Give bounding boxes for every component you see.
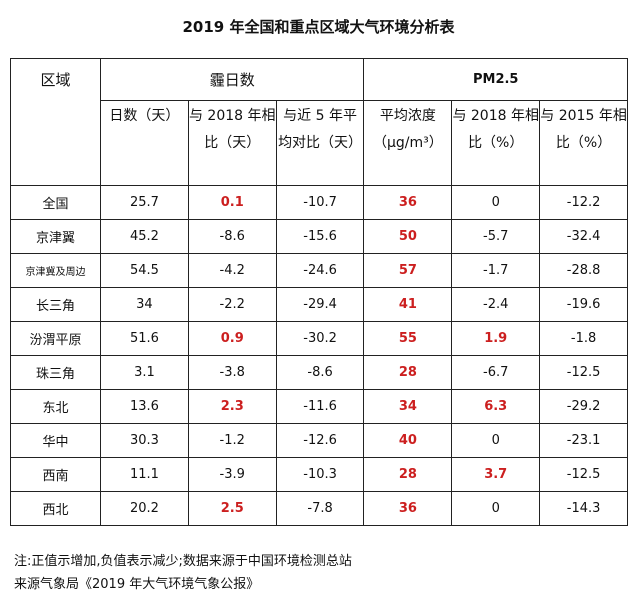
- region-cell: 汾渭平原: [10, 321, 101, 356]
- notes: 注:正值示增加,负值表示减少;数据来源于中国环境检测总站 来源气象局《2019 …: [14, 550, 352, 596]
- value-cell: -1.7: [451, 253, 541, 288]
- table-row: 珠三角 3.1 -3.8 -8.6 28 -6.7 -12.5: [10, 355, 628, 390]
- table-row: 东北 13.6 2.3 -11.6 34 6.3 -29.2: [10, 389, 628, 424]
- value-cell: -32.4: [539, 219, 628, 254]
- value-cell: -8.6: [187, 219, 277, 254]
- region-cell: 西北: [10, 491, 101, 526]
- value-cell: 28: [363, 457, 453, 492]
- value-cell: 55: [363, 321, 453, 356]
- value-cell: -3.8: [187, 355, 277, 390]
- header-row: 区域 霾日数 PM2.5: [10, 58, 628, 186]
- region-cell: 珠三角: [10, 355, 101, 390]
- region-cell: 长三角: [10, 287, 101, 322]
- value-cell: 0: [451, 185, 541, 220]
- value-cell: -28.8: [539, 253, 628, 288]
- value-cell: 36: [363, 491, 453, 526]
- environment-table: 区域 霾日数 PM2.5 日数（天）与 2018 年相比（天） 与近 5 年平均对…: [10, 58, 628, 526]
- subheader-cell: 与 2015 年相比（%）: [539, 100, 628, 186]
- region-cell: 西南: [10, 457, 101, 492]
- region-cell: 京津冀及周边: [10, 253, 101, 288]
- value-cell: -29.2: [539, 389, 628, 424]
- source-line: 来源气象局《2019 年大气环境气象公报》: [14, 577, 260, 592]
- value-cell: 41: [363, 287, 453, 322]
- value-cell: -12.5: [539, 355, 628, 390]
- value-cell: 1.9: [451, 321, 541, 356]
- subheader-cell: 与 2018 年相比（天）: [187, 100, 277, 186]
- value-cell: -12.6: [275, 423, 365, 458]
- table-row: 全国 25.7 0.1 -10.7 36 0 -12.2: [10, 185, 628, 220]
- value-cell: 45.2: [100, 219, 189, 254]
- value-cell: 13.6: [100, 389, 189, 424]
- value-cell: -19.6: [539, 287, 628, 322]
- value-cell: -8.6: [275, 355, 365, 390]
- value-cell: 40: [363, 423, 453, 458]
- note-line: 注:正值示增加,负值表示减少;数据来源于中国环境检测总站: [14, 554, 352, 569]
- value-cell: -24.6: [275, 253, 365, 288]
- subheader-row: 日数（天）与 2018 年相比（天） 与近 5 年平均对比（天） 平均浓度（μg/m…: [11, 100, 628, 186]
- value-cell: -4.2: [187, 253, 277, 288]
- value-cell: 0: [451, 491, 541, 526]
- table-row: 汾渭平原 51.6 0.9 -30.2 55 1.9 -1.8: [10, 321, 628, 356]
- value-cell: -7.8: [275, 491, 365, 526]
- table-row: 西南 11.1 -3.9 -10.3 28 3.7 -12.5: [10, 457, 628, 492]
- value-cell: 2.3: [187, 389, 277, 424]
- value-cell: 0.1: [187, 185, 277, 220]
- value-cell: 54.5: [100, 253, 189, 288]
- value-cell: -3.9: [187, 457, 277, 492]
- value-cell: -14.3: [539, 491, 628, 526]
- value-cell: 34: [100, 287, 189, 322]
- value-cell: 51.6: [100, 321, 189, 356]
- value-cell: 30.3: [100, 423, 189, 458]
- value-cell: 28: [363, 355, 453, 390]
- value-cell: -5.7: [451, 219, 541, 254]
- table-title: 2019 年全国和重点区域大气环境分析表: [182, 18, 455, 36]
- value-cell: -10.7: [275, 185, 365, 220]
- region-cell: 京津翼: [10, 219, 101, 254]
- value-cell: 2.5: [187, 491, 277, 526]
- value-cell: 20.2: [100, 491, 189, 526]
- value-cell: 57: [363, 253, 453, 288]
- value-cell: 6.3: [451, 389, 541, 424]
- value-cell: 0.9: [187, 321, 277, 356]
- value-cell: -30.2: [275, 321, 365, 356]
- table-row: 京津翼 45.2 -8.6 -15.6 50 -5.7 -32.4: [10, 219, 628, 254]
- value-cell: -12.2: [539, 185, 628, 220]
- value-cell: -2.4: [451, 287, 541, 322]
- value-cell: 34: [363, 389, 453, 424]
- haze-header: 霾日数: [99, 58, 365, 101]
- subheader-cell: 与 2018 年相比（%）: [451, 100, 541, 186]
- value-cell: -15.6: [275, 219, 365, 254]
- value-cell: 3.1: [100, 355, 189, 390]
- value-cell: -1.8: [539, 321, 628, 356]
- table-row: 西北 20.2 2.5 -7.8 36 0 -14.3: [10, 491, 628, 526]
- region-cell: 东北: [10, 389, 101, 424]
- value-cell: -11.6: [275, 389, 365, 424]
- region-cell: 全国: [10, 185, 101, 220]
- value-cell: 50: [363, 219, 453, 254]
- table-row: 京津冀及周边 54.5 -4.2 -24.6 57 -1.7 -28.8: [10, 253, 628, 288]
- table-row: 华中 30.3 -1.2 -12.6 40 0 -23.1: [10, 423, 628, 458]
- value-cell: 3.7: [451, 457, 541, 492]
- table-row: 长三角 34 -2.2 -29.4 41 -2.4 -19.6: [10, 287, 628, 322]
- value-cell: -12.5: [539, 457, 628, 492]
- value-cell: -2.2: [187, 287, 277, 322]
- value-cell: 36: [363, 185, 453, 220]
- pm25-header: PM2.5: [363, 58, 628, 101]
- value-cell: -1.2: [187, 423, 277, 458]
- region-cell: 华中: [10, 423, 101, 458]
- value-cell: -10.3: [275, 457, 365, 492]
- value-cell: 11.1: [100, 457, 189, 492]
- value-cell: -23.1: [539, 423, 628, 458]
- subheader-cell: 平均浓度（μg/m³）: [363, 100, 453, 186]
- value-cell: 0: [451, 423, 541, 458]
- value-cell: -6.7: [451, 355, 541, 390]
- value-cell: 25.7: [100, 185, 189, 220]
- value-cell: -29.4: [275, 287, 365, 322]
- subheader-cell: 与近 5 年平均对比（天）: [275, 100, 365, 186]
- region-header: 区域: [10, 58, 101, 186]
- subheader-cell: 日数（天）: [100, 100, 189, 186]
